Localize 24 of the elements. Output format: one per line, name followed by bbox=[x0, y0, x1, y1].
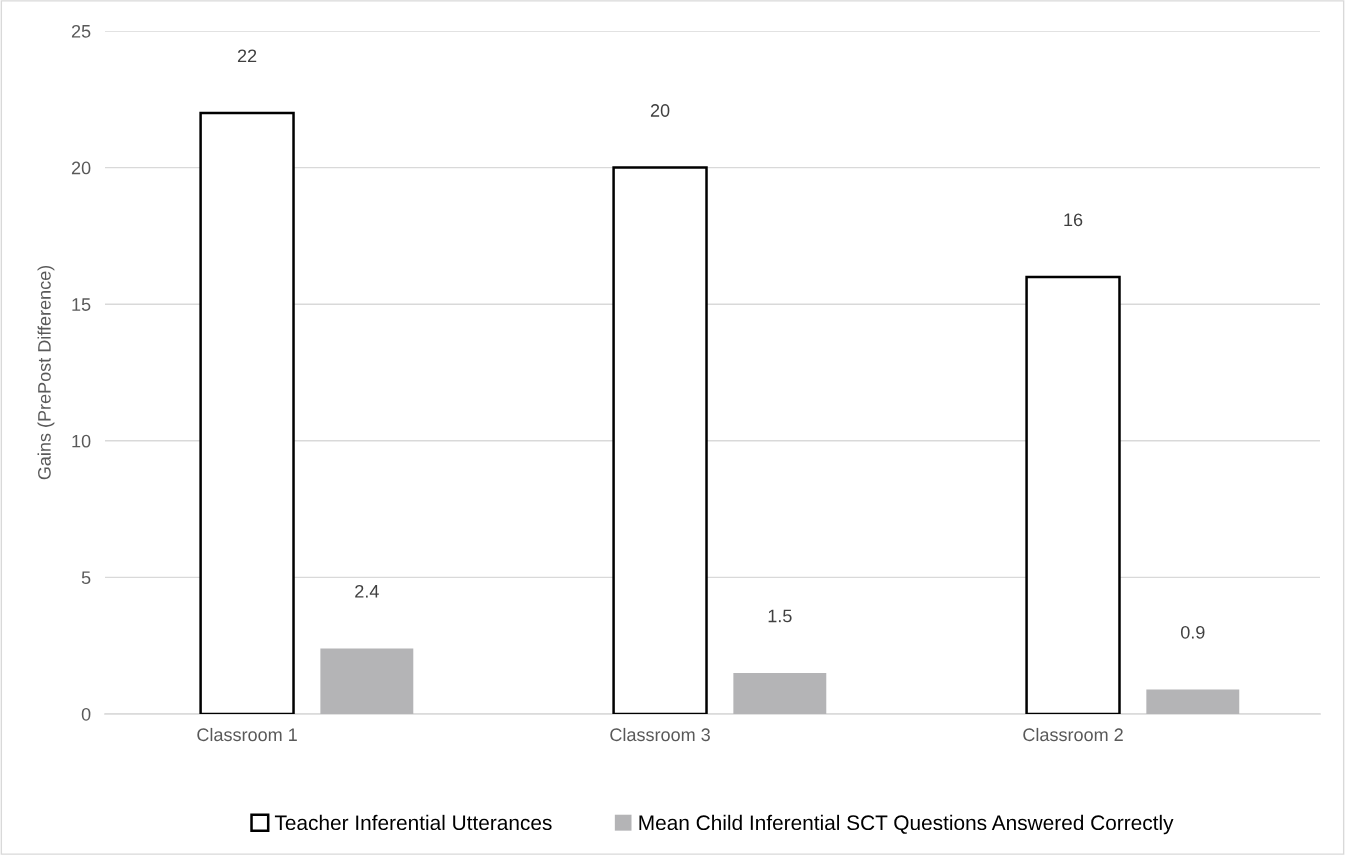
data-label: 20 bbox=[650, 104, 670, 117]
bar bbox=[1146, 689, 1240, 714]
bar bbox=[199, 111, 295, 714]
x-tick-label: Classroom 2 bbox=[1023, 727, 1123, 742]
data-label: 22 bbox=[237, 49, 257, 63]
data-label: 0.9 bbox=[1180, 625, 1205, 639]
legend-label: Mean Child Inferential SCT Questions Answered Correctly bbox=[639, 814, 1174, 835]
data-label: 1.5 bbox=[768, 609, 792, 623]
x-tick-label: Classroom 3 bbox=[610, 727, 710, 742]
bar bbox=[733, 673, 827, 714]
data-label: 2.4 bbox=[355, 584, 379, 598]
y-tick-label: 20 bbox=[71, 161, 91, 175]
y-axis-title: Gains (PrePost Difference) bbox=[37, 265, 55, 480]
bar bbox=[320, 648, 414, 714]
bar bbox=[612, 166, 708, 714]
x-tick-label: Classroom 1 bbox=[197, 727, 297, 742]
data-label: 16 bbox=[1064, 213, 1083, 227]
bar bbox=[1025, 275, 1121, 714]
y-tick-label: 25 bbox=[71, 24, 91, 38]
legend-label: Teacher Inferential Utterances bbox=[274, 814, 552, 831]
y-tick-label: 5 bbox=[81, 571, 91, 585]
y-tick-label: 10 bbox=[72, 434, 91, 448]
y-tick-label: 15 bbox=[72, 298, 91, 311]
y-tick-label: 0 bbox=[81, 707, 91, 721]
